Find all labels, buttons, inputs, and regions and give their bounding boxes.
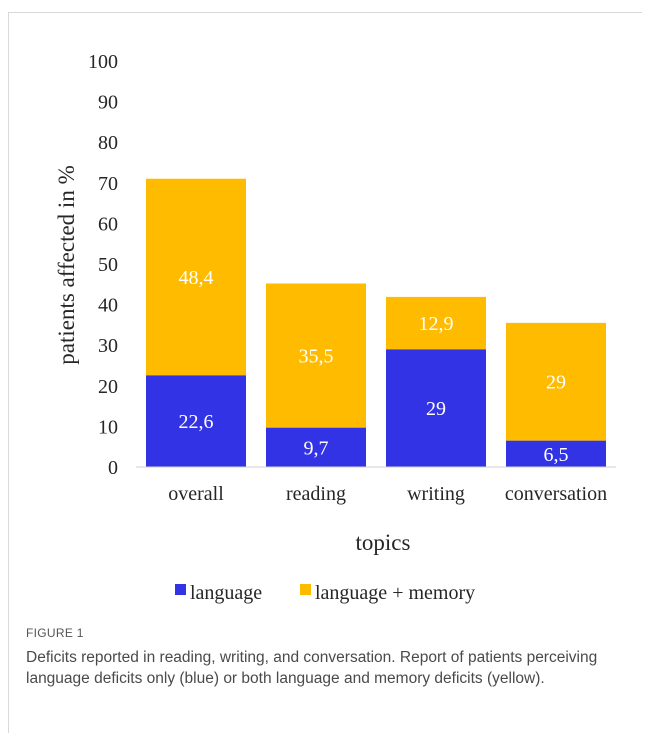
y-tick-label: 10 bbox=[98, 416, 118, 438]
bar-segment-language bbox=[386, 349, 486, 467]
bar-data-label: 22,6 bbox=[179, 411, 214, 433]
x-tick-label: conversation bbox=[505, 483, 607, 505]
figure-caption: Deficits reported in reading, writing, a… bbox=[26, 649, 598, 687]
bar-data-label: 9,7 bbox=[304, 437, 329, 459]
bar-segment-language-memory bbox=[386, 296, 486, 350]
x-axis-label: topics bbox=[356, 530, 411, 555]
bar-data-label: 29 bbox=[426, 398, 446, 420]
y-tick-label: 80 bbox=[98, 132, 118, 154]
bars: 22,6 48,4 9,7 35,5 29 12,9 6,5 29 bbox=[146, 178, 606, 467]
y-tick-label: 90 bbox=[98, 92, 118, 114]
y-tick-label: 40 bbox=[98, 295, 118, 317]
y-tick-label: 50 bbox=[98, 254, 118, 276]
x-tick-label: writing bbox=[407, 483, 465, 505]
bar-segment-language-memory bbox=[506, 322, 606, 441]
x-tick-label: overall bbox=[168, 483, 224, 505]
y-tick-label: 100 bbox=[88, 51, 118, 73]
bar-segment-language-memory bbox=[266, 283, 366, 428]
bar-segment-language-memory bbox=[146, 178, 246, 376]
bar-data-label: 12,9 bbox=[419, 313, 454, 335]
bar-data-label: 35,5 bbox=[299, 346, 334, 368]
stacked-bar-chart: 0 10 20 30 40 50 60 70 80 90 100 22,6 48,4 9,7 35,5 29… bbox=[54, 51, 616, 604]
legend-label: language bbox=[190, 582, 262, 604]
bar-data-label: 29 bbox=[546, 372, 566, 394]
figure-frame bbox=[8, 12, 642, 733]
bar-segment-language bbox=[266, 427, 366, 467]
legend-label: language + memory bbox=[315, 582, 475, 604]
bar-segment-language bbox=[146, 375, 246, 467]
y-tick-label: 0 bbox=[108, 457, 118, 479]
y-axis-label: patients affected in % bbox=[54, 165, 79, 364]
bar-data-label: 48,4 bbox=[179, 267, 214, 289]
y-tick-label: 60 bbox=[98, 213, 118, 235]
bar-segment-language bbox=[506, 440, 606, 467]
legend-swatch-language-memory bbox=[300, 584, 311, 595]
y-axis-ticks: 0 10 20 30 40 50 60 70 80 90 100 bbox=[88, 51, 118, 479]
y-tick-label: 70 bbox=[98, 173, 118, 195]
y-tick-label: 30 bbox=[98, 335, 118, 357]
bar-data-label: 6,5 bbox=[544, 444, 569, 466]
legend-swatch-language bbox=[175, 584, 186, 595]
legend: language language + memory bbox=[175, 582, 475, 604]
figure-label: FIGURE 1 bbox=[26, 626, 84, 640]
x-axis-ticks: overall reading writing conversation bbox=[168, 483, 607, 505]
x-tick-label: reading bbox=[286, 483, 346, 505]
y-tick-label: 20 bbox=[98, 376, 118, 398]
